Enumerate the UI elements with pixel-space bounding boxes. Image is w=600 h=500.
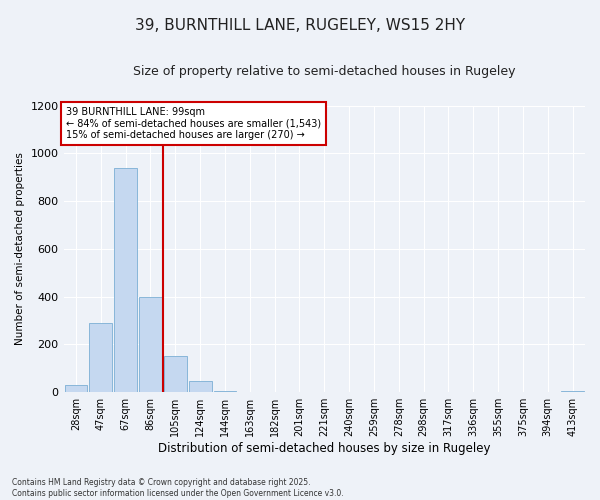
Bar (188, 382, 212, 392)
Text: 39 BURNTHILL LANE: 99sqm
← 84% of semi-detached houses are smaller (1,543)
15% o: 39 BURNTHILL LANE: 99sqm ← 84% of semi-d… (66, 107, 321, 140)
Title: Size of property relative to semi-detached houses in Rugeley: Size of property relative to semi-detach… (133, 65, 515, 78)
Text: Contains HM Land Registry data © Crown copyright and database right 2025.
Contai: Contains HM Land Registry data © Crown c… (12, 478, 344, 498)
X-axis label: Distribution of semi-detached houses by size in Rugeley: Distribution of semi-detached houses by … (158, 442, 491, 455)
Bar (139, 296, 162, 392)
Bar (114, 168, 137, 392)
Bar (164, 356, 187, 392)
Text: 39, BURNTHILL LANE, RUGELEY, WS15 2HY: 39, BURNTHILL LANE, RUGELEY, WS15 2HY (135, 18, 465, 32)
Bar (89, 323, 112, 392)
Bar (561, 391, 584, 392)
Bar (65, 385, 88, 392)
Bar (214, 391, 236, 392)
Y-axis label: Number of semi-detached properties: Number of semi-detached properties (15, 152, 25, 346)
